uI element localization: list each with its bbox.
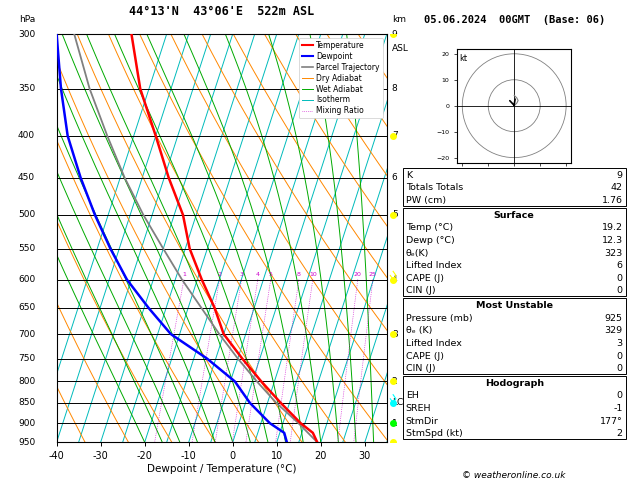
Text: 900: 900 <box>18 418 35 428</box>
Text: 3: 3 <box>240 273 243 278</box>
Text: 1: 1 <box>392 418 398 428</box>
Text: 550: 550 <box>18 244 35 253</box>
Text: 650: 650 <box>18 303 35 312</box>
Text: 6: 6 <box>392 173 398 182</box>
Text: 177°: 177° <box>600 417 623 426</box>
Text: 0: 0 <box>616 364 623 373</box>
Text: 9: 9 <box>616 171 623 180</box>
Text: 0: 0 <box>616 351 623 361</box>
Text: StmSpd (kt): StmSpd (kt) <box>406 429 462 438</box>
Text: 600: 600 <box>18 275 35 284</box>
Text: 329: 329 <box>604 326 623 335</box>
Text: 2: 2 <box>218 273 221 278</box>
Text: 8: 8 <box>297 273 301 278</box>
Text: StmDir: StmDir <box>406 417 438 426</box>
Text: ASL: ASL <box>392 44 409 53</box>
Text: 0: 0 <box>616 286 623 295</box>
Text: CIN (J): CIN (J) <box>406 286 435 295</box>
Text: 5: 5 <box>392 210 398 220</box>
Text: 0: 0 <box>616 274 623 283</box>
Text: CAPE (J): CAPE (J) <box>406 351 443 361</box>
Text: 42: 42 <box>611 183 623 192</box>
Text: 3: 3 <box>392 330 398 339</box>
Text: 4: 4 <box>256 273 260 278</box>
Text: 323: 323 <box>604 248 623 258</box>
Text: 300: 300 <box>18 30 35 38</box>
Text: 9: 9 <box>392 30 398 38</box>
Text: 2: 2 <box>392 377 398 386</box>
Text: LCL: LCL <box>392 399 408 407</box>
Text: 8: 8 <box>392 84 398 93</box>
Text: 0: 0 <box>616 391 623 400</box>
Text: 44°13'N  43°06'E  522m ASL: 44°13'N 43°06'E 522m ASL <box>129 5 314 17</box>
Text: CAPE (J): CAPE (J) <box>406 274 443 283</box>
Text: 1.76: 1.76 <box>602 196 623 205</box>
Text: 2: 2 <box>616 429 623 438</box>
Text: Totals Totals: Totals Totals <box>406 183 463 192</box>
Text: SREH: SREH <box>406 404 431 413</box>
Text: 4: 4 <box>392 275 398 284</box>
Text: 700: 700 <box>18 330 35 339</box>
Text: 450: 450 <box>18 173 35 182</box>
Text: kt: kt <box>460 54 468 63</box>
Text: Surface: Surface <box>494 210 535 220</box>
Text: 400: 400 <box>18 131 35 140</box>
Text: 500: 500 <box>18 210 35 220</box>
Text: 20: 20 <box>354 273 362 278</box>
Text: Pressure (mb): Pressure (mb) <box>406 313 472 323</box>
X-axis label: Dewpoint / Temperature (°C): Dewpoint / Temperature (°C) <box>147 464 296 474</box>
Text: K: K <box>406 171 412 180</box>
Text: 10: 10 <box>309 273 316 278</box>
Text: 6: 6 <box>616 261 623 270</box>
Text: © weatheronline.co.uk: © weatheronline.co.uk <box>462 471 566 480</box>
Text: EH: EH <box>406 391 418 400</box>
Text: Dewp (°C): Dewp (°C) <box>406 236 455 245</box>
Text: 800: 800 <box>18 377 35 386</box>
Text: Hodograph: Hodograph <box>485 379 543 388</box>
Text: 850: 850 <box>18 399 35 407</box>
Text: km: km <box>392 15 406 24</box>
Text: Lifted Index: Lifted Index <box>406 339 462 348</box>
Text: 19.2: 19.2 <box>602 223 623 232</box>
Text: 1: 1 <box>182 273 186 278</box>
Text: 12.3: 12.3 <box>601 236 623 245</box>
Text: 950: 950 <box>18 438 35 447</box>
Legend: Temperature, Dewpoint, Parcel Trajectory, Dry Adiabat, Wet Adiabat, Isotherm, Mi: Temperature, Dewpoint, Parcel Trajectory… <box>299 38 383 119</box>
Text: hPa: hPa <box>19 15 35 24</box>
Text: Temp (°C): Temp (°C) <box>406 223 453 232</box>
Text: CIN (J): CIN (J) <box>406 364 435 373</box>
Text: PW (cm): PW (cm) <box>406 196 446 205</box>
Text: 3: 3 <box>616 339 623 348</box>
Text: 7: 7 <box>392 131 398 140</box>
Text: θₑ (K): θₑ (K) <box>406 326 432 335</box>
Text: 25: 25 <box>369 273 377 278</box>
Text: 350: 350 <box>18 84 35 93</box>
Text: Most Unstable: Most Unstable <box>476 301 553 310</box>
Text: 05.06.2024  00GMT  (Base: 06): 05.06.2024 00GMT (Base: 06) <box>423 15 605 25</box>
Text: -1: -1 <box>613 404 623 413</box>
Text: Lifted Index: Lifted Index <box>406 261 462 270</box>
Text: 5: 5 <box>269 273 273 278</box>
Text: θₑ(K): θₑ(K) <box>406 248 429 258</box>
Text: 925: 925 <box>604 313 623 323</box>
Text: 750: 750 <box>18 354 35 363</box>
